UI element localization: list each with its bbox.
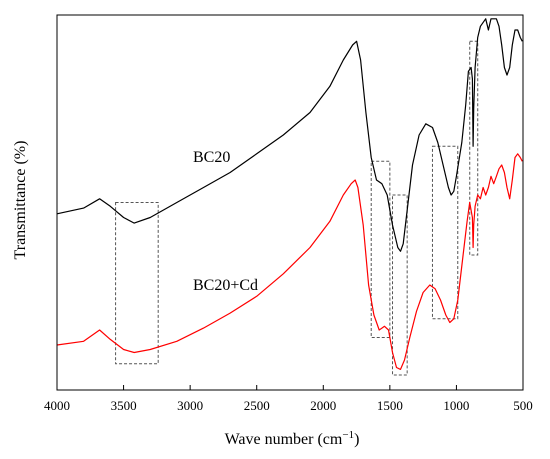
x-tick-label: 2000: [310, 398, 336, 413]
annotation-box-5: [469, 40, 479, 256]
series-line-bc20-cd: [56, 153, 523, 370]
x-tick-label: 500: [513, 398, 533, 413]
x-tick-label: 2500: [244, 398, 270, 413]
x-tick-label: 3000: [177, 398, 203, 413]
series-label-bc20: BC20: [193, 149, 230, 166]
annotation-boxes: [115, 40, 479, 376]
x-tick-label: 1500: [377, 398, 403, 413]
plot-frame: [56, 14, 524, 391]
series-layer: [56, 18, 523, 370]
x-axis-ticks: 4000 3500 3000 2500 2000 1500 1000 500: [44, 385, 533, 413]
x-axis-title-main: Wave number (cm: [225, 431, 343, 448]
annotation-box-1: [115, 202, 159, 365]
x-axis-title: Wave number (cm−1): [225, 429, 360, 448]
annotation-box-2: [370, 160, 391, 338]
annotation-box-3: [392, 194, 408, 376]
x-axis-title-sup: −1: [342, 429, 354, 441]
series-line-bc20: [56, 18, 523, 252]
series-label-bc20-cd: BC20+Cd: [193, 277, 258, 294]
x-tick-label: 4000: [44, 398, 70, 413]
x-tick-label: 3500: [111, 398, 137, 413]
x-axis-title-end: ): [354, 431, 359, 448]
x-tick-label: 1000: [443, 398, 469, 413]
annotation-box-4: [431, 145, 459, 320]
y-axis-title: Transmittance (%): [12, 141, 29, 260]
